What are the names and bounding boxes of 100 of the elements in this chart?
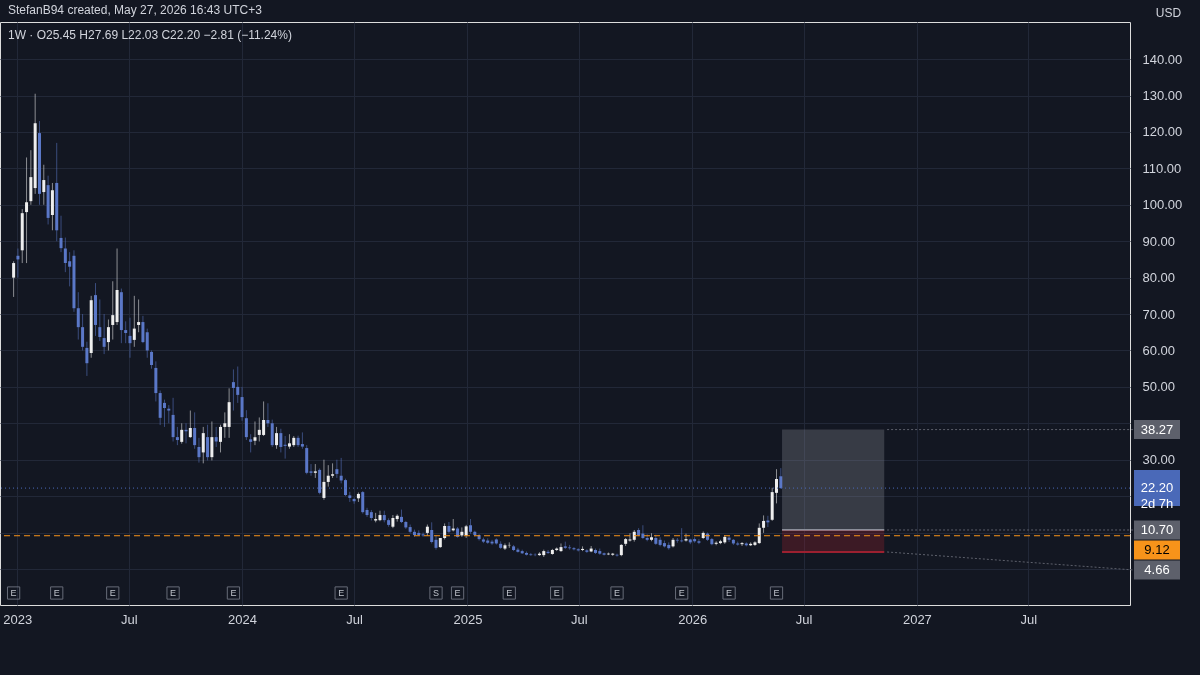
candlestick: [400, 509, 404, 524]
candlestick: [740, 541, 744, 547]
annotation: E: [506, 588, 513, 598]
candlestick: [300, 431, 304, 450]
candlestick: [624, 537, 628, 547]
y-axis-title: USD: [1155, 5, 1182, 20]
annotation: E: [53, 588, 60, 598]
annotation: E: [230, 588, 237, 598]
annotation: E: [553, 588, 560, 598]
candlestick: [744, 541, 748, 547]
candlestick: [762, 514, 766, 534]
x-tick-label: 2026: [678, 611, 708, 627]
candlestick: [650, 532, 654, 542]
candlestick: [309, 463, 313, 477]
candlestick: [391, 514, 395, 529]
candlestick: [421, 532, 425, 538]
annotation: E: [773, 588, 780, 598]
candlestick: [581, 545, 585, 552]
candlestick: [494, 537, 498, 546]
candlestick: [688, 538, 692, 545]
candlestick: [499, 540, 503, 550]
candlestick: [369, 509, 373, 522]
candlestick: [671, 537, 675, 548]
candlestick: [654, 534, 658, 546]
annotation: E: [10, 588, 17, 598]
annotation: 4.66: [1144, 561, 1170, 577]
y-tick-label: 50.00: [1142, 379, 1176, 395]
annotation: E: [454, 588, 461, 598]
y-tick-label: 130.00: [1142, 88, 1183, 104]
y-tick-label: 30.00: [1142, 452, 1176, 468]
candlestick: [525, 550, 529, 556]
x-tick-label: 2023: [3, 611, 33, 627]
candlestick: [292, 435, 296, 448]
x-tick-label: Jul: [571, 611, 588, 627]
candlestick: [296, 435, 300, 448]
annotation: E: [726, 588, 733, 598]
annotation: E: [614, 588, 621, 598]
chart-subtitle: StefanB94 created, May 27, 2026 16:43 UTC+3: [8, 3, 263, 17]
candlestick: [404, 520, 408, 530]
annotation: 38.27: [1140, 421, 1174, 437]
candlestick: [464, 524, 468, 539]
candlestick: [546, 549, 550, 555]
x-tick-label: Jul: [346, 611, 364, 627]
y-tick-label: 120.00: [1142, 124, 1183, 140]
candlestick: [593, 548, 597, 555]
candlestick: [425, 524, 429, 537]
candlestick: [287, 433, 291, 450]
candlestick: [619, 543, 623, 557]
candlestick: [667, 541, 671, 551]
candlestick: [382, 510, 386, 523]
candlestick: [559, 542, 563, 553]
ref-line-label: 9.12: [1144, 541, 1170, 557]
candlestick: [542, 549, 546, 558]
candlestick: [365, 507, 369, 518]
candlestick: [481, 537, 485, 544]
candlestick: [658, 536, 662, 547]
x-tick-label: Jul: [1020, 611, 1038, 627]
annotation: E: [109, 588, 116, 598]
candlestick: [438, 537, 442, 549]
x-tick-label: 2024: [228, 611, 258, 627]
candlestick: [313, 463, 317, 479]
y-tick-label: 110.00: [1142, 160, 1182, 176]
candlestick: [736, 541, 740, 547]
candlestick: [701, 530, 705, 540]
y-tick-label: 60.00: [1142, 342, 1176, 358]
candlestick: [641, 524, 645, 540]
text: 1W · O25.45 H27.69 L22.03 C22.20 −2.81 (−11.24%): [8, 28, 292, 42]
x-tick-label: 2027: [902, 611, 932, 627]
candlestick: [697, 538, 701, 545]
candlestick: [395, 513, 399, 523]
candlestick: [374, 512, 378, 523]
y-tick-label: 140.00: [1142, 51, 1183, 67]
candlestick: [632, 529, 636, 543]
candlestick: [503, 542, 507, 551]
y-tick-label: 100.00: [1142, 197, 1183, 213]
candlestick: [356, 491, 360, 503]
candlestick: [718, 539, 722, 545]
candlestick: [550, 548, 554, 556]
candlestick: [348, 491, 352, 503]
candlestick: [512, 544, 516, 552]
y-tick-label: 90.00: [1142, 233, 1176, 249]
candlestick: [598, 548, 602, 556]
annotation: E: [678, 588, 685, 598]
annotation: E: [170, 588, 177, 598]
candlestick: [434, 534, 438, 551]
candlestick: [331, 462, 335, 479]
candlestick: [387, 517, 391, 528]
candlestick: [563, 541, 567, 550]
candlestick: [447, 521, 451, 534]
x-tick-label: Jul: [795, 611, 813, 627]
annotation: S: [433, 588, 440, 598]
candlestick: [443, 522, 447, 540]
annotation: E: [338, 588, 345, 598]
candlestick: [585, 548, 589, 554]
candlestick: [408, 524, 412, 534]
candlestick: [468, 518, 472, 535]
x-tick-label: Jul: [120, 611, 138, 627]
candlestick: [568, 544, 572, 551]
y-tick-label: 80.00: [1142, 270, 1176, 286]
y-tick-label: 70.00: [1142, 306, 1176, 322]
